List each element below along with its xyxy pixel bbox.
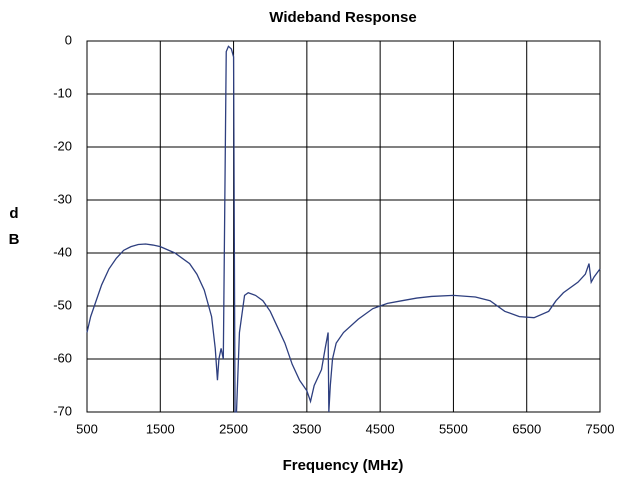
x-tick-label: 500 [76,421,98,436]
y-tick-label: -20 [53,138,72,153]
y-tick-label: -10 [53,85,72,100]
x-tick-label: 1500 [146,421,175,436]
y-tick-label: -50 [53,297,72,312]
y-tick-label: -70 [53,403,72,418]
chart-title: Wideband Response [269,9,416,26]
x-tick-label: 7500 [586,421,615,436]
x-tick-label: 3500 [292,421,321,436]
y-tick-label: -60 [53,350,72,365]
x-tick-label: 5500 [439,421,468,436]
x-tick-label: 6500 [512,421,541,436]
x-tick-label: 2500 [219,421,248,436]
data-line [86,45,601,413]
plot-area [86,40,601,413]
y-tick-label: -30 [53,191,72,206]
x-axis-label: Frequency (MHz) [283,457,404,474]
y-tick-label: -40 [53,244,72,259]
x-tick-label: 4500 [366,421,395,436]
y-tick-label: 0 [65,32,72,47]
